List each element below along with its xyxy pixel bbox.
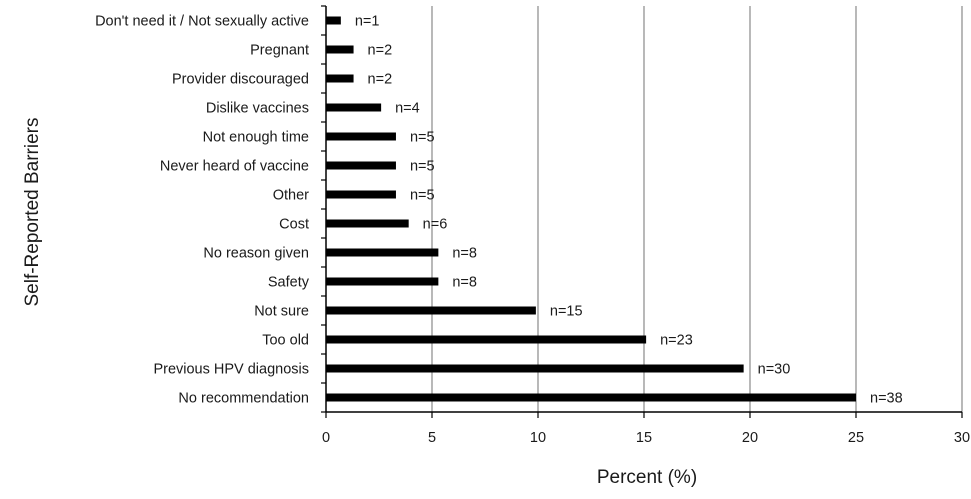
bar <box>326 248 439 257</box>
category-label: No recommendation <box>178 391 309 407</box>
bar <box>326 45 354 54</box>
x-tick-label-25: 25 <box>848 430 864 446</box>
category-label: Cost <box>279 217 309 233</box>
count-label: n=15 <box>550 304 583 320</box>
category-label: Pregnant <box>250 43 309 59</box>
count-label: n=6 <box>423 217 448 233</box>
count-label: n=30 <box>758 362 791 378</box>
y-axis-title: Self-Reported Barriers <box>22 117 43 306</box>
category-label: Don't need it / Not sexually active <box>95 14 309 30</box>
bar <box>326 219 409 228</box>
count-label: n=38 <box>870 391 903 407</box>
count-label: n=8 <box>452 246 477 262</box>
category-label: Too old <box>262 333 309 349</box>
count-label: n=23 <box>660 333 693 349</box>
category-label: Not sure <box>254 304 309 320</box>
bar <box>326 132 396 141</box>
x-tick-label-30: 30 <box>954 430 970 446</box>
category-label: Dislike vaccines <box>206 101 309 117</box>
bar <box>326 103 382 112</box>
count-label: n=2 <box>368 43 393 59</box>
count-label: n=4 <box>395 101 420 117</box>
bars <box>326 16 856 402</box>
category-label: Provider discouraged <box>172 72 309 88</box>
x-tick-label-10: 10 <box>530 430 546 446</box>
x-axis-title: Percent (%) <box>597 467 697 488</box>
category-label: Safety <box>268 275 310 291</box>
x-tick-label-15: 15 <box>636 430 652 446</box>
bar <box>326 335 647 344</box>
count-label: n=5 <box>410 159 435 175</box>
bar <box>326 277 439 286</box>
bar <box>326 393 856 402</box>
category-label: Not enough time <box>203 130 309 146</box>
bar <box>326 306 536 315</box>
count-label: n=1 <box>355 14 380 30</box>
x-tick-label-0: 0 <box>322 430 330 446</box>
category-label: Previous HPV diagnosis <box>153 362 309 378</box>
bar <box>326 74 354 83</box>
count-label: n=5 <box>410 188 435 204</box>
count-label: n=5 <box>410 130 435 146</box>
category-label: Other <box>273 188 309 204</box>
x-tick-label-20: 20 <box>742 430 758 446</box>
count-label: n=2 <box>368 72 393 88</box>
gridlines <box>431 6 963 412</box>
labels: 0 5 10 15 20 25 30 Don't need it / Not sexually… <box>95 14 970 447</box>
bar <box>326 161 396 170</box>
bar <box>326 190 396 199</box>
axes <box>321 5 963 418</box>
x-tick-label-5: 5 <box>428 430 436 446</box>
count-label: n=8 <box>452 275 477 291</box>
category-label: No reason given <box>203 246 309 262</box>
bar <box>326 364 744 373</box>
category-label: Never heard of vaccine <box>160 159 309 175</box>
bar <box>326 16 341 25</box>
